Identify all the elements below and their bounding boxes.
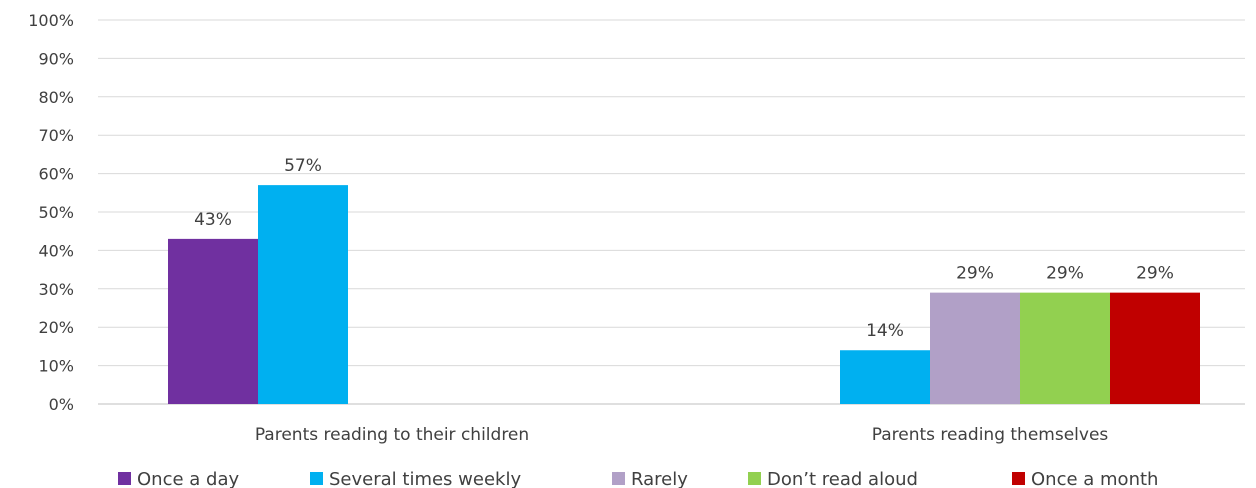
legend-swatch — [748, 472, 761, 485]
y-axis-ticks: 0% 10% 20% 30% 40% 50% 60% 70% 80% 90% 100% — [28, 11, 74, 414]
legend-item: Once a day — [118, 469, 239, 488]
legend-item: Several times weekly — [310, 469, 521, 488]
data-label: 29% — [1136, 264, 1174, 284]
y-tick-label: 80% — [38, 88, 74, 107]
y-tick-label: 50% — [38, 203, 74, 222]
y-tick-label: 30% — [38, 280, 74, 299]
y-tick-label: 40% — [38, 241, 74, 260]
y-tick-label: 90% — [38, 49, 74, 68]
legend-swatch — [310, 472, 323, 485]
bar-once-a-month — [1110, 292, 1200, 404]
bar-don-t-read-aloud — [1020, 292, 1110, 404]
data-label: 29% — [1046, 264, 1084, 284]
legend-item: Don’t read aloud — [748, 469, 918, 488]
legend-label: Once a day — [137, 469, 239, 488]
legend: Once a day Several times weekly Rarely Don’… — [118, 469, 1158, 488]
y-tick-label: 10% — [38, 357, 74, 376]
legend-swatch — [118, 472, 131, 485]
y-tick-label: 0% — [49, 395, 74, 414]
legend-label: Once a month — [1031, 469, 1158, 488]
legend-swatch — [612, 472, 625, 485]
legend-item: Once a month — [1012, 469, 1158, 488]
bars — [168, 185, 1200, 404]
y-tick-label: 100% — [28, 11, 74, 30]
data-label: 57% — [284, 156, 322, 176]
data-label: 43% — [194, 210, 232, 230]
x-category-label: Parents reading themselves — [872, 425, 1109, 445]
bar-several-times-weekly — [258, 185, 348, 404]
y-tick-label: 60% — [38, 165, 74, 184]
y-tick-label: 70% — [38, 126, 74, 145]
bar-once-a-day — [168, 238, 258, 404]
y-tick-label: 20% — [38, 318, 74, 337]
data-label: 14% — [866, 321, 904, 341]
legend-swatch — [1012, 472, 1025, 485]
data-labels: 43% 57% 14% 29% 29% 29% — [194, 156, 1174, 341]
bar-rarely — [930, 292, 1020, 404]
bar-several-times-weekly — [840, 350, 930, 404]
legend-item: Rarely — [612, 469, 688, 488]
legend-label: Don’t read aloud — [767, 469, 918, 488]
x-category-label: Parents reading to their children — [255, 425, 529, 445]
legend-label: Rarely — [631, 469, 688, 488]
data-label: 29% — [956, 264, 994, 284]
legend-label: Several times weekly — [329, 469, 521, 488]
